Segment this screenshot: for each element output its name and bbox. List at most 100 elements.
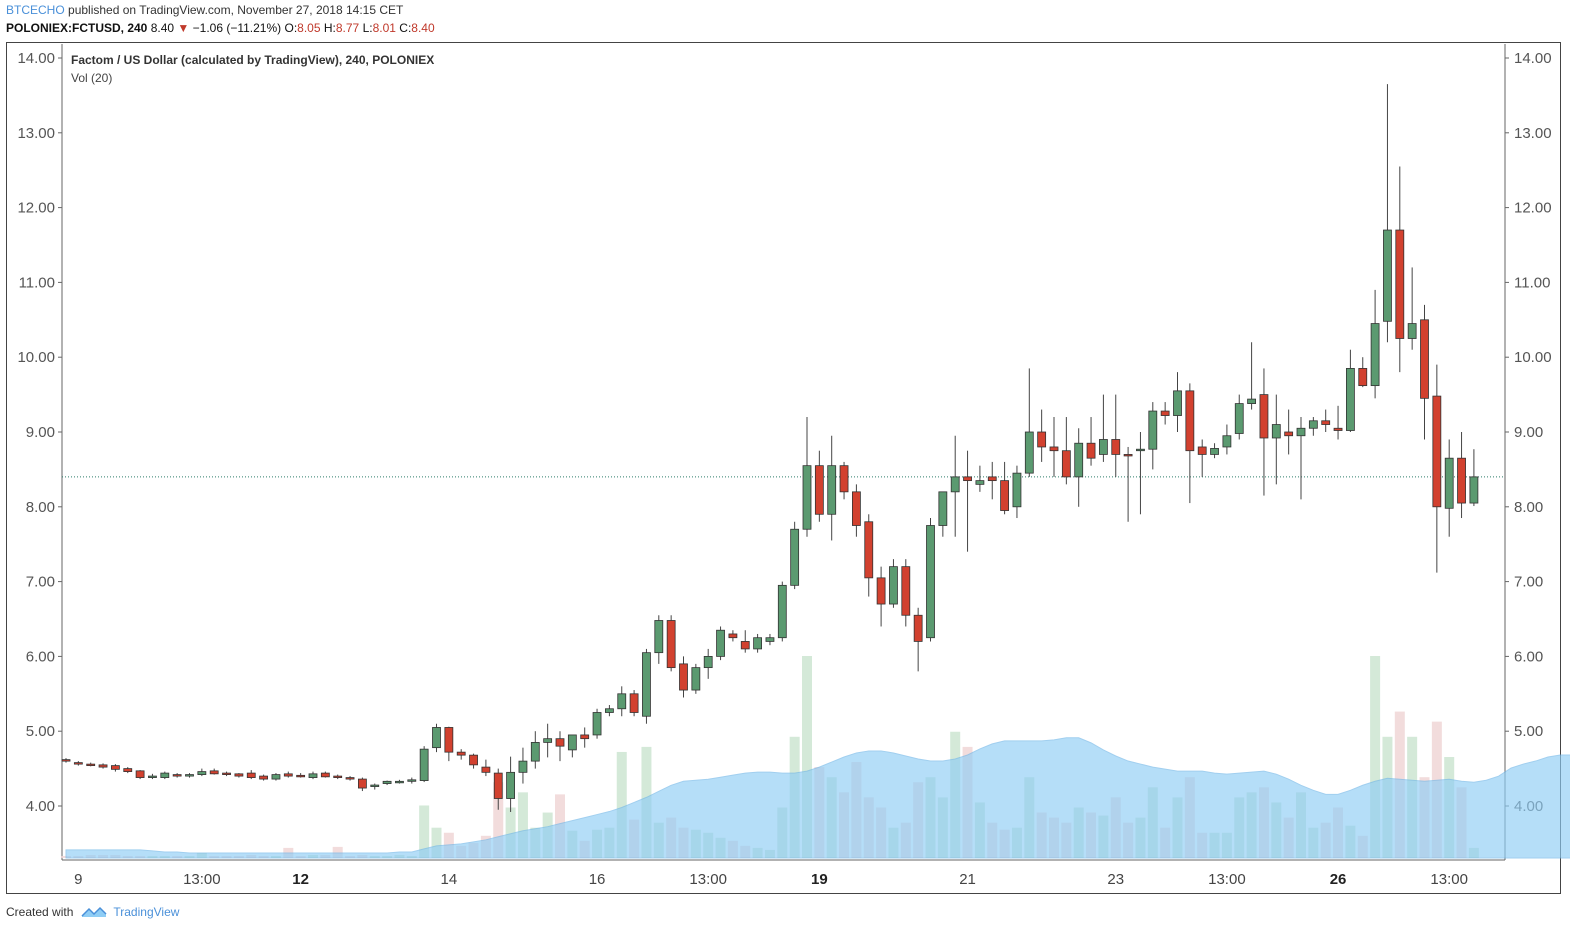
candle-body[interactable] xyxy=(753,637,762,650)
candle-body[interactable] xyxy=(555,738,565,747)
candle-body[interactable] xyxy=(1049,446,1059,452)
tradingview-link[interactable]: TradingView xyxy=(113,905,180,919)
candle-body[interactable] xyxy=(889,566,898,605)
candle-body[interactable] xyxy=(703,656,713,669)
candle-body[interactable] xyxy=(160,772,170,778)
candle-body[interactable] xyxy=(728,633,738,639)
candle-body[interactable] xyxy=(1086,442,1096,459)
candle-body[interactable] xyxy=(629,693,639,713)
candle-body[interactable] xyxy=(567,734,577,751)
candle-body[interactable] xyxy=(580,734,590,740)
chart-frame[interactable] xyxy=(6,42,1561,894)
candle-body[interactable] xyxy=(185,774,194,777)
candle-body[interactable] xyxy=(666,620,676,669)
candle-body[interactable] xyxy=(506,771,516,799)
candle-body[interactable] xyxy=(197,771,207,775)
candle-body[interactable] xyxy=(1333,427,1343,431)
candle-body[interactable] xyxy=(617,693,627,710)
candle-body[interactable] xyxy=(73,762,83,765)
candle-body[interactable] xyxy=(320,772,330,778)
candle-body[interactable] xyxy=(654,620,664,654)
candle-body[interactable] xyxy=(1061,450,1071,478)
candle-body[interactable] xyxy=(876,577,886,605)
candle-body[interactable] xyxy=(172,774,182,777)
candle-body[interactable] xyxy=(148,775,157,778)
candle-body[interactable] xyxy=(456,751,466,756)
candle-body[interactable] xyxy=(407,779,417,782)
candle-body[interactable] xyxy=(1247,398,1256,404)
candle-body[interactable] xyxy=(1383,229,1392,322)
candle-body[interactable] xyxy=(481,766,491,773)
candle-body[interactable] xyxy=(444,727,454,753)
candle-body[interactable] xyxy=(543,738,553,743)
candle-body[interactable] xyxy=(1210,448,1219,455)
candle-body[interactable] xyxy=(469,754,478,766)
candle-body[interactable] xyxy=(1346,368,1355,431)
candle-body[interactable] xyxy=(98,764,108,768)
candle-body[interactable] xyxy=(1222,435,1232,448)
candle-body[interactable] xyxy=(283,773,293,777)
candle-body[interactable] xyxy=(1148,410,1158,450)
candle-body[interactable] xyxy=(950,476,960,493)
candle-body[interactable] xyxy=(1123,454,1133,457)
candle-body[interactable] xyxy=(111,765,120,770)
candle-body[interactable] xyxy=(987,476,997,482)
candle-body[interactable] xyxy=(419,748,429,781)
candle-body[interactable] xyxy=(1457,457,1466,504)
candle-body[interactable] xyxy=(1296,427,1306,437)
candle-body[interactable] xyxy=(1160,410,1170,416)
candle-body[interactable] xyxy=(1024,431,1034,474)
candle-body[interactable] xyxy=(716,629,725,657)
candle-body[interactable] xyxy=(1197,446,1207,455)
author-link[interactable]: BTCECHO xyxy=(6,3,65,17)
candle-body[interactable] xyxy=(123,768,133,772)
candle-body[interactable] xyxy=(839,465,849,493)
candle-body[interactable] xyxy=(1012,472,1022,508)
candle-body[interactable] xyxy=(209,770,219,775)
candle-body[interactable] xyxy=(357,778,367,789)
candle-body[interactable] xyxy=(1037,431,1047,448)
candle-body[interactable] xyxy=(814,465,824,515)
candle-body[interactable] xyxy=(1395,229,1405,339)
candle-body[interactable] xyxy=(1432,395,1442,508)
candle-body[interactable] xyxy=(679,663,688,691)
candle-body[interactable] xyxy=(432,727,441,749)
candle-body[interactable] xyxy=(1420,319,1429,399)
candle-body[interactable] xyxy=(852,491,861,526)
candle-body[interactable] xyxy=(86,763,96,767)
candle-body[interactable] xyxy=(1074,442,1084,478)
candle-body[interactable] xyxy=(913,614,923,642)
candle-body[interactable] xyxy=(333,775,343,778)
candle-body[interactable] xyxy=(642,652,651,717)
candle-body[interactable] xyxy=(963,476,972,482)
candle-body[interactable] xyxy=(777,584,787,639)
candle-body[interactable] xyxy=(308,773,318,778)
candle-body[interactable] xyxy=(382,780,392,784)
candle-body[interactable] xyxy=(938,491,948,526)
candle-body[interactable] xyxy=(61,759,71,762)
candle-body[interactable] xyxy=(1407,323,1417,339)
candle-body[interactable] xyxy=(827,465,837,515)
candle-body[interactable] xyxy=(1000,480,1009,511)
candle-body[interactable] xyxy=(271,774,281,780)
candle-body[interactable] xyxy=(975,480,985,485)
candle-body[interactable] xyxy=(1358,368,1368,387)
candle-body[interactable] xyxy=(691,667,701,691)
candle-body[interactable] xyxy=(1259,394,1269,439)
candle-body[interactable] xyxy=(234,773,244,777)
candle-body[interactable] xyxy=(1173,390,1182,416)
candle-body[interactable] xyxy=(135,770,145,778)
candle-body[interactable] xyxy=(518,760,528,773)
candle-body[interactable] xyxy=(1185,390,1195,452)
candle-body[interactable] xyxy=(246,772,256,778)
candle-body[interactable] xyxy=(1444,457,1454,509)
candle-body[interactable] xyxy=(395,780,404,784)
candle-body[interactable] xyxy=(296,774,306,778)
candle-body[interactable] xyxy=(901,566,911,616)
candle-body[interactable] xyxy=(1321,420,1331,425)
candle-body[interactable] xyxy=(592,712,602,736)
candle-body[interactable] xyxy=(493,772,503,799)
candle-body[interactable] xyxy=(1099,439,1108,455)
candle-body[interactable] xyxy=(259,775,269,780)
